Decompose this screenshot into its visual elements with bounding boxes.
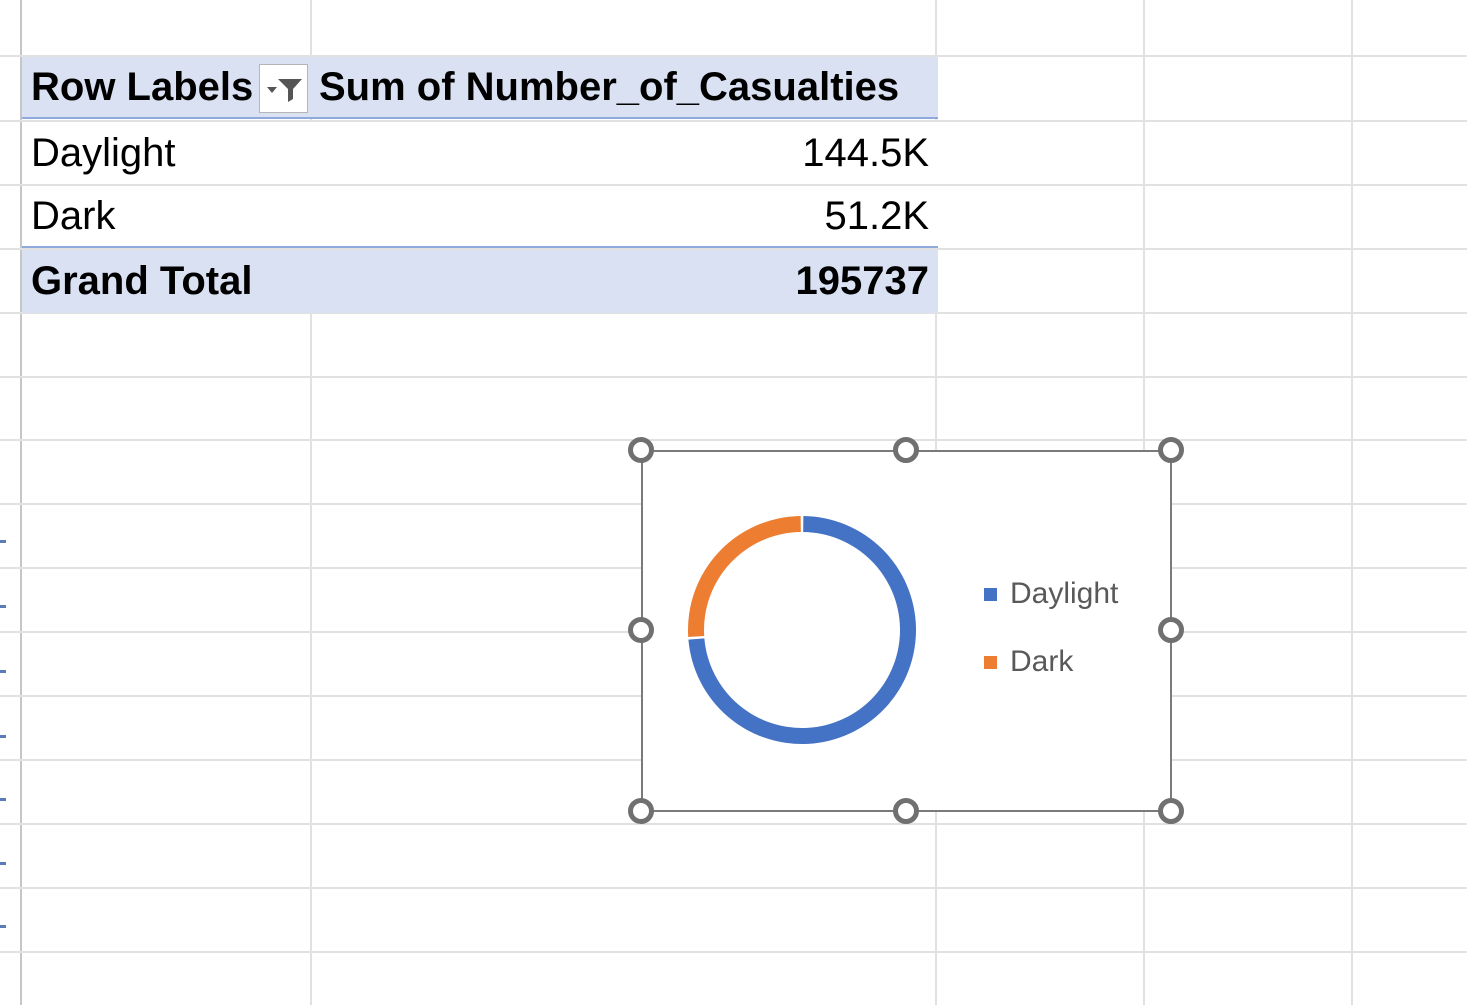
row-header-tick	[0, 670, 6, 673]
row-gridline	[0, 439, 1467, 441]
legend-entry[interactable]: Dark	[984, 645, 1073, 679]
row-header-tick	[0, 735, 6, 738]
resize-handle-bottom-right[interactable]	[1158, 798, 1184, 824]
filter-dropdown-button[interactable]	[259, 64, 308, 113]
pivot-row-label[interactable]: Daylight	[31, 131, 176, 176]
row-gridline	[0, 951, 1467, 953]
legend-label: Daylight	[1010, 577, 1118, 611]
doughnut-chart[interactable]	[641, 450, 1172, 812]
legend-swatch	[984, 656, 997, 669]
pivot-row-value[interactable]: 144.5K	[802, 131, 929, 176]
row-gridline	[0, 376, 1467, 378]
filter-dropdown-icon	[260, 65, 307, 112]
row-header-tick	[0, 540, 6, 543]
row-labels-header[interactable]: Row Labels	[31, 65, 253, 110]
resize-handle-top-left[interactable]	[628, 437, 654, 463]
grand-total-value[interactable]: 195737	[796, 259, 929, 304]
row-header-tick	[0, 862, 6, 865]
pivot-row-value[interactable]: 51.2K	[824, 194, 929, 239]
resize-handle-left[interactable]	[628, 617, 654, 643]
legend-entry[interactable]: Daylight	[984, 577, 1118, 611]
row-header-tick	[0, 605, 6, 608]
grand-total-row[interactable]: Grand Total 195737	[22, 250, 938, 313]
resize-handle-right[interactable]	[1158, 617, 1184, 643]
resize-handle-bottom-left[interactable]	[628, 798, 654, 824]
resize-handle-top-right[interactable]	[1158, 437, 1184, 463]
pivot-row-label[interactable]: Dark	[31, 194, 115, 239]
row-gridline	[0, 823, 1467, 825]
grand-total-label[interactable]: Grand Total	[31, 259, 252, 304]
legend-label: Dark	[1010, 645, 1073, 679]
pivot-row[interactable]: Daylight 144.5K	[22, 122, 938, 184]
resize-handle-bottom[interactable]	[893, 798, 919, 824]
row-gridline	[0, 887, 1467, 889]
value-field-header[interactable]: Sum of Number_of_Casualties	[319, 65, 899, 110]
row-header-tick	[0, 798, 6, 801]
pivot-header-row[interactable]: Row Labels Sum of Number_of_Casualties	[22, 57, 938, 119]
legend-swatch	[984, 588, 997, 601]
pivot-row[interactable]: Dark 51.2K	[22, 186, 938, 248]
row-header-tick	[0, 925, 6, 928]
resize-handle-top[interactable]	[893, 437, 919, 463]
